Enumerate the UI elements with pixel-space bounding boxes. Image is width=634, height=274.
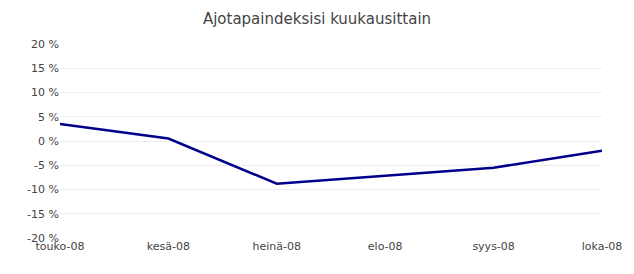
svg-text:kesä-08: kesä-08 [147,240,190,253]
svg-text:-15 %: -15 % [27,208,59,221]
svg-text:heinä-08: heinä-08 [253,240,301,253]
svg-text:Ajotapaindeksisi kuukausittain: Ajotapaindeksisi kuukausittain [203,10,431,28]
svg-text:elo-08: elo-08 [368,240,403,253]
svg-text:15 %: 15 % [31,62,59,75]
svg-text:0 %: 0 % [38,135,59,148]
svg-text:10 %: 10 % [31,86,59,99]
svg-text:20 %: 20 % [31,38,59,51]
svg-text:-10 %: -10 % [27,183,59,196]
svg-text:syys-08: syys-08 [472,240,514,253]
svg-text:-5 %: -5 % [34,159,59,172]
svg-text:loka-08: loka-08 [582,240,623,253]
svg-text:touko-08: touko-08 [36,240,85,253]
svg-text:5 %: 5 % [38,111,59,124]
svg-text:-20 %: -20 % [27,232,59,245]
